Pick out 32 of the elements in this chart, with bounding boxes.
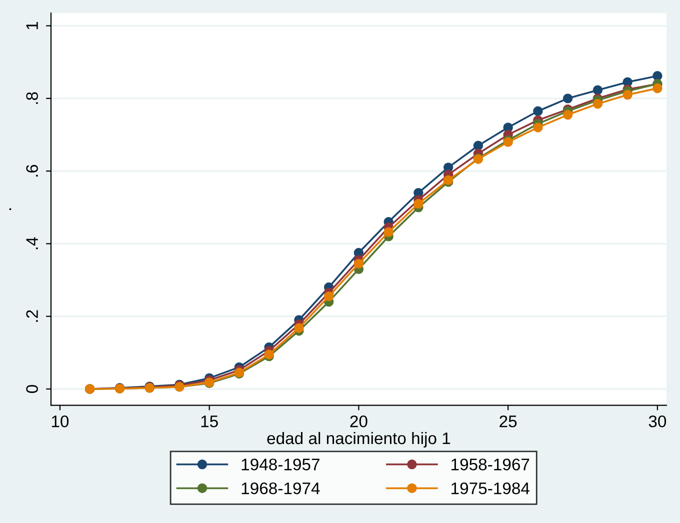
point xyxy=(592,85,603,95)
x-tick-label: 30 xyxy=(648,415,666,428)
point xyxy=(652,71,662,81)
point xyxy=(562,94,573,104)
x-tick-label: 10 xyxy=(52,415,69,428)
x-tick-label: 15 xyxy=(201,416,218,428)
point xyxy=(622,90,632,100)
point xyxy=(324,292,334,302)
point xyxy=(592,99,603,109)
point xyxy=(533,106,543,116)
x-tick-label: 25 xyxy=(500,415,517,428)
x-axis-title: edad al nacimiento hijo 1 xyxy=(267,432,450,448)
y-tick-label: .4 xyxy=(26,237,38,250)
point xyxy=(294,323,304,333)
point xyxy=(414,198,424,209)
point xyxy=(533,122,543,132)
y-tick-label: 0 xyxy=(26,385,38,393)
legend-label: 1968-1974 xyxy=(242,482,320,494)
point xyxy=(354,258,364,269)
y-tick-label: 1 xyxy=(26,22,38,30)
point xyxy=(652,83,662,94)
y-axis-title: . xyxy=(9,208,12,210)
y-tick-label: .8 xyxy=(26,92,38,104)
y-tick-label: .6 xyxy=(26,164,38,176)
point xyxy=(384,227,394,237)
y-tick-label: .2 xyxy=(26,310,38,322)
legend-label: 1948-1957 xyxy=(242,458,320,470)
legend-label: 1958-1967 xyxy=(452,458,530,470)
x-tick-label: 20 xyxy=(350,415,368,428)
legend-label: 1975-1984 xyxy=(452,482,530,494)
point xyxy=(473,140,484,151)
point xyxy=(562,110,573,120)
